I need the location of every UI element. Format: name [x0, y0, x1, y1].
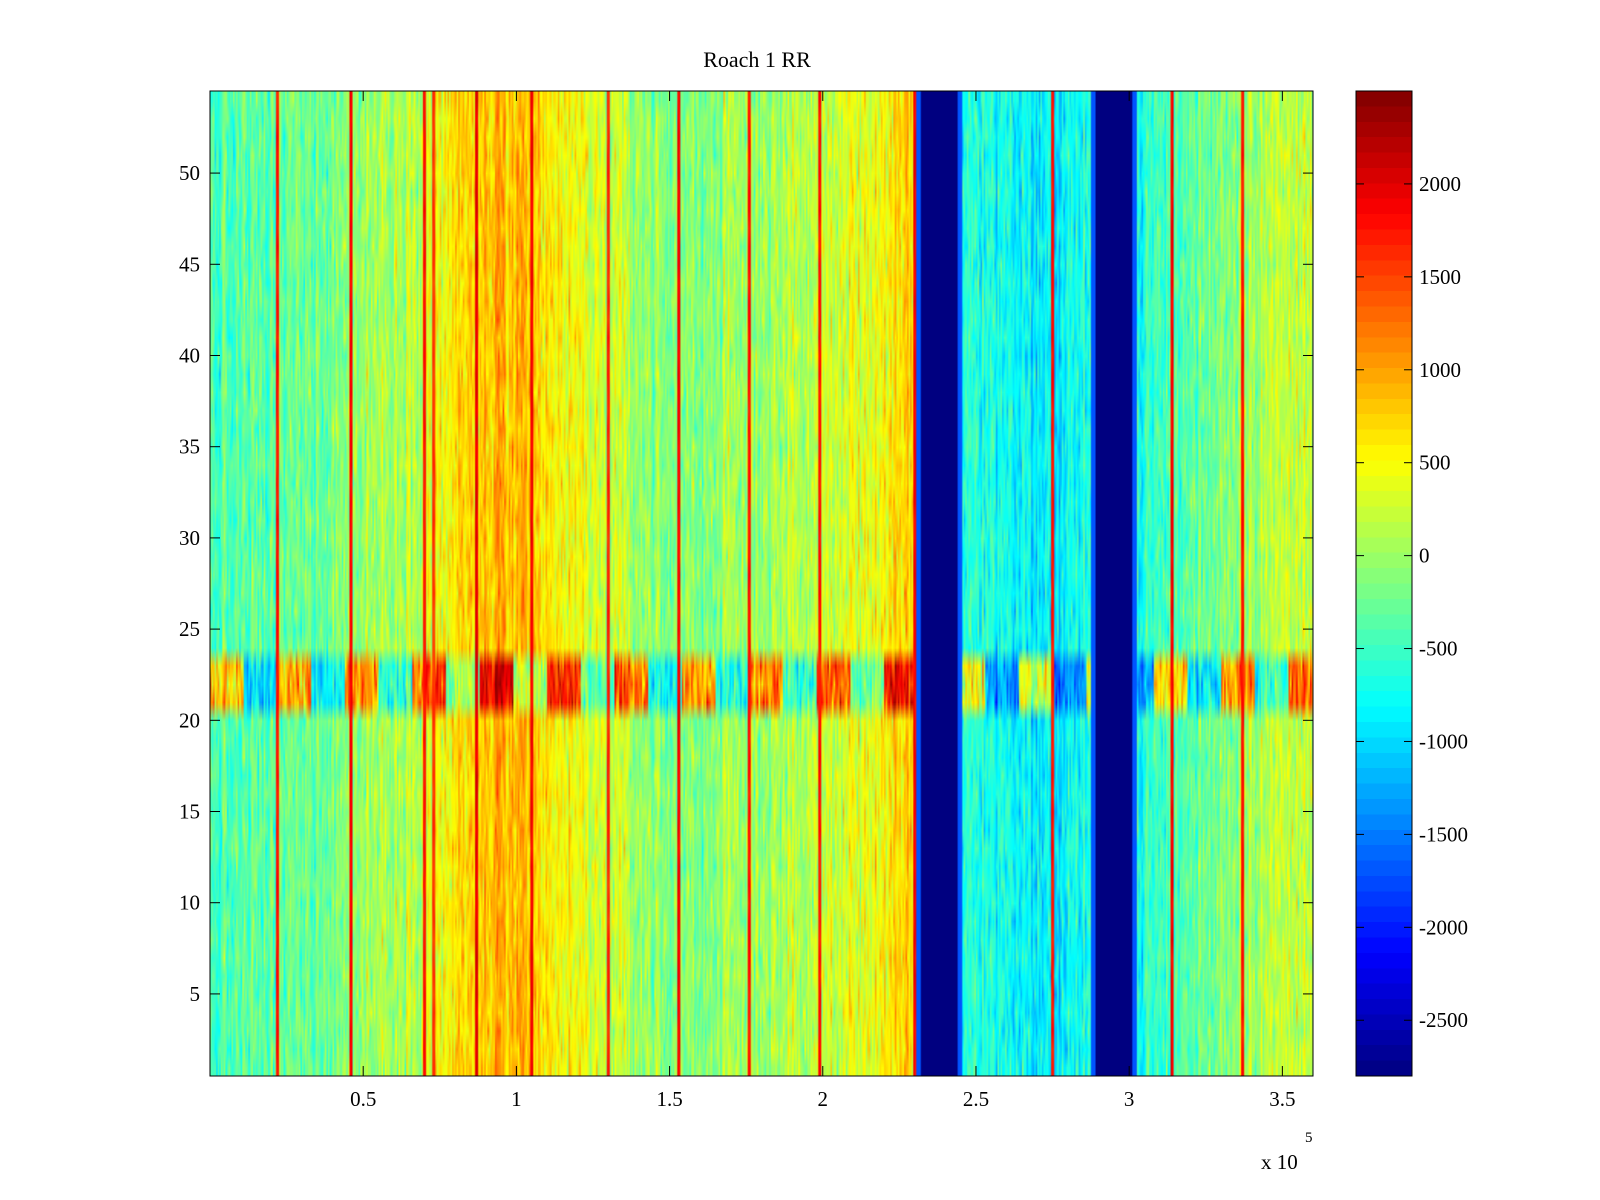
colorbar-tick-label: -2500	[1419, 1008, 1468, 1032]
chart-title: Roach 1 RR	[703, 47, 811, 72]
y-tick-label: 40	[179, 343, 200, 367]
x-tick-label: 1.5	[656, 1087, 682, 1111]
y-tick-label: 45	[179, 252, 200, 276]
colorbar-frame	[1355, 90, 1413, 1077]
y-tick-label: 15	[179, 800, 200, 824]
y-tick-label: 30	[179, 526, 200, 550]
x-axis-multiplier-exponent: 5	[1305, 1130, 1313, 1146]
colorbar-tick-label: 500	[1419, 451, 1451, 475]
plot-frame	[209, 90, 1314, 1077]
y-axis-ticks: 5 10 15 20 25 30 35 40 45 50	[179, 161, 1313, 1006]
x-axis-multiplier-base: x 10	[1261, 1150, 1298, 1174]
colorbar-tick-label: -1000	[1419, 729, 1468, 753]
colorbar-ticks: 2000 1500 1000 500 0 -500 -1000 -1500 -2000 -2500	[1356, 172, 1468, 1032]
colorbar-tick-label: -2000	[1419, 915, 1468, 939]
heatmap-plot-area: 0.5 1 1.5 2 2.5 3 3.5 5 10 15 20 25 30 35 40 45 50	[179, 90, 1314, 1111]
colorbar-tick-label: -1500	[1419, 822, 1468, 846]
y-tick-label: 20	[179, 708, 200, 732]
y-tick-label: 35	[179, 435, 200, 459]
x-tick-label: 3.5	[1269, 1087, 1295, 1111]
colorbar-tick-label: 0	[1419, 544, 1430, 568]
y-tick-label: 10	[179, 891, 200, 915]
x-axis-ticks: 0.5 1 1.5 2 2.5 3 3.5	[350, 91, 1295, 1111]
y-tick-label: 50	[179, 161, 200, 185]
colorbar-tick-label: 2000	[1419, 172, 1461, 196]
x-axis-multiplier: x 10	[1261, 1150, 1298, 1174]
y-tick-label: 5	[190, 982, 201, 1006]
colorbar-tick-label: 1500	[1419, 265, 1461, 289]
heatmap-image	[210, 91, 1313, 1076]
y-tick-label: 25	[179, 617, 200, 641]
x-tick-label: 2.5	[963, 1087, 989, 1111]
colorbar-tick-label: 1000	[1419, 358, 1461, 382]
colorbar-tick-label: -500	[1419, 637, 1458, 661]
x-tick-label: 2	[818, 1087, 829, 1111]
colorbar: 2000 1500 1000 500 0 -500 -1000 -1500 -2000 -2500	[1355, 90, 1468, 1077]
x-tick-label: 1	[511, 1087, 522, 1111]
colorbar-gradient	[1356, 91, 1412, 1076]
x-tick-label: 0.5	[350, 1087, 376, 1111]
x-tick-label: 3	[1124, 1087, 1135, 1111]
